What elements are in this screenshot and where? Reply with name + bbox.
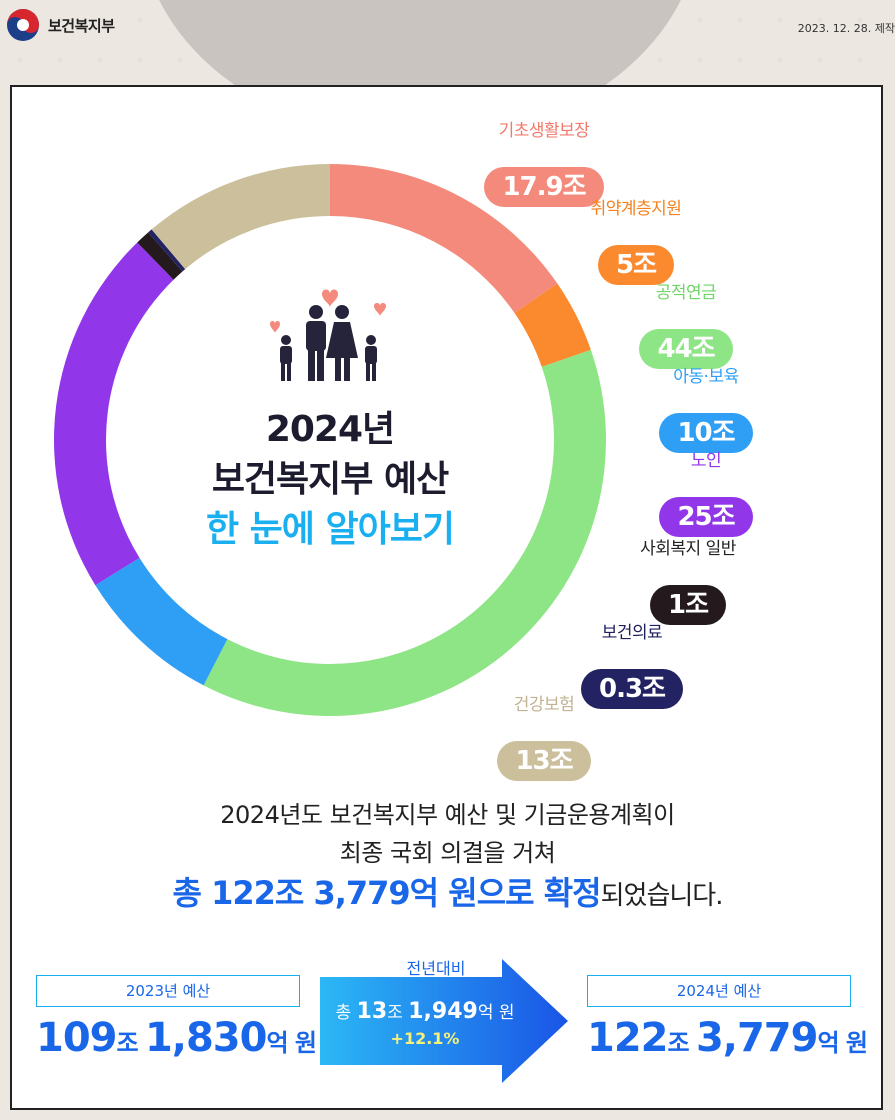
- legend-item-2: 공적연금 44조: [606, 282, 766, 369]
- budget-2024: 2024년 예산 122조 3,779억 원: [587, 975, 868, 1061]
- header: 보건복지부 2023. 12. 28. 제작: [0, 0, 895, 60]
- summary-line-3: 총 122조 3,779억 원으로 확정되었습니다.: [0, 868, 895, 914]
- change-amount: 총 13조 1,949억 원: [335, 999, 515, 1024]
- donut-slice-2: [203, 349, 606, 717]
- donut-slice-4: [53, 242, 174, 586]
- donut-slice-3: [95, 557, 228, 686]
- legend-value-0: 17.9조: [484, 167, 604, 207]
- change-title: 전년대비: [406, 959, 466, 978]
- donut-slice-6: [148, 229, 186, 272]
- legend-item-7: 건강보험 13조: [464, 694, 624, 781]
- title-main: 보건복지부 예산: [211, 459, 449, 500]
- legend-value-2: 44조: [639, 329, 733, 369]
- legend-item-1: 취약계층지원 5조: [556, 198, 716, 285]
- ministry-logo-icon: [7, 9, 39, 41]
- legend-value-5: 1조: [649, 585, 726, 625]
- legend-item-6: 보건의료 0.3조: [552, 622, 712, 709]
- legend-value-1: 5조: [597, 245, 674, 285]
- legend-value-6: 0.3조: [581, 669, 683, 709]
- legend-label-7: 건강보험: [513, 695, 575, 715]
- donut-slice-5: [137, 232, 183, 280]
- legend-value-3: 10조: [659, 413, 753, 453]
- donut-slice-0: [330, 164, 558, 313]
- legend-label-6: 보건의료: [601, 623, 663, 643]
- budget-2023-value: 109조 1,830억 원: [36, 1015, 317, 1061]
- title-year: 2024년: [265, 409, 395, 450]
- legend-item-0: 기초생활보장 17.9조: [464, 120, 624, 207]
- arrow-icon: [320, 959, 568, 1083]
- legend-label-5: 사회복지 일반: [640, 539, 736, 559]
- legend-value-4: 25조: [659, 497, 753, 537]
- legend-label-2: 공적연금: [655, 283, 717, 303]
- production-date: 2023. 12. 28. 제작: [797, 22, 895, 35]
- change-percent: +12.1%: [390, 1029, 460, 1048]
- chart-title: 2024년 보건복지부 예산 한 눈에 알아보기: [150, 405, 510, 555]
- legend-item-4: 노인 25조: [626, 450, 786, 537]
- budget-2023: 2023년 예산 109조 1,830억 원: [36, 975, 317, 1061]
- ministry-name: 보건복지부: [48, 17, 115, 35]
- title-sub: 한 눈에 알아보기: [206, 509, 455, 550]
- legend-label-1: 취약계층지원: [590, 199, 682, 219]
- summary-total: 총 122조 3,779억 원으로 확정: [172, 874, 602, 912]
- budget-2023-label: 2023년 예산: [36, 975, 300, 1007]
- family-icon: [270, 289, 386, 381]
- summary-line-1: 2024년도 보건복지부 예산 및 기금운용계획이: [220, 801, 675, 829]
- legend-label-0: 기초생활보장: [498, 121, 590, 141]
- change-arrow: 전년대비 총 13조 1,949억 원 +12.1%: [316, 955, 576, 1085]
- legend-label-3: 아동·보육: [673, 367, 739, 387]
- legend-item-5: 사회복지 일반 1조: [608, 538, 768, 625]
- summary-line-2: 최종 국회 의결을 거쳐: [339, 839, 556, 867]
- donut-slice-7: [151, 164, 330, 270]
- summary-ending: 되었습니다.: [600, 881, 724, 911]
- budget-2024-label: 2024년 예산: [587, 975, 851, 1007]
- donut-slice-1: [514, 283, 591, 367]
- budget-donut-chart: [53, 164, 606, 717]
- legend-value-7: 13조: [497, 741, 591, 781]
- budget-2024-value: 122조 3,779억 원: [587, 1015, 868, 1061]
- legend-item-3: 아동·보육 10조: [626, 366, 786, 453]
- legend-label-4: 노인: [690, 451, 722, 471]
